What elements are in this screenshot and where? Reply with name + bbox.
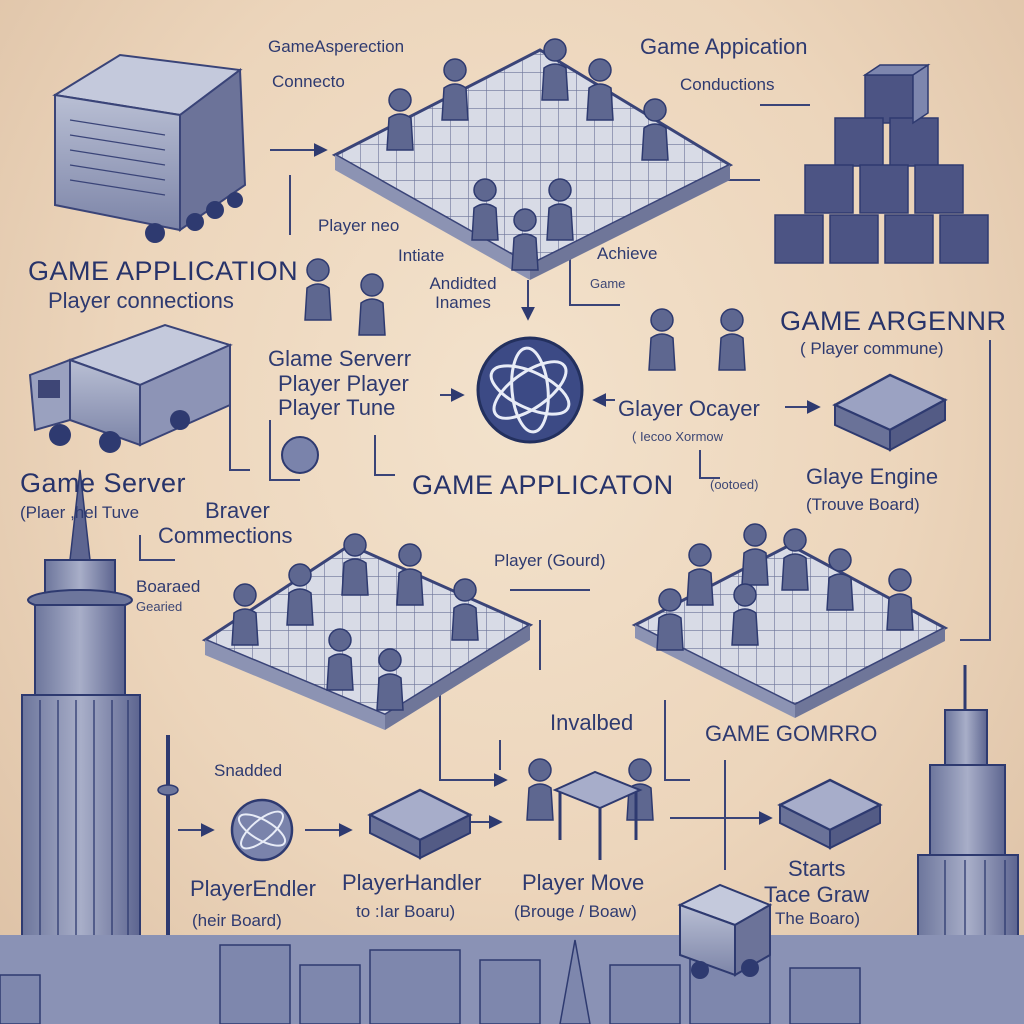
player-figure <box>386 88 414 151</box>
label-game-small: Game <box>590 276 626 291</box>
game-server-globe-icon <box>281 436 319 474</box>
label-glayer-ocayer: Glayer Ocayer <box>618 396 760 421</box>
label-glame-serverr: Glame Serverr <box>268 346 412 371</box>
player-figure <box>231 583 259 646</box>
label-game-seperction: GameAsperection <box>268 37 405 56</box>
label-player-tune: Player Tune <box>278 395 396 420</box>
player-figure <box>326 628 354 691</box>
label-the-board: The Boaro) <box>775 909 861 928</box>
label-player-move: Player Move <box>522 870 645 895</box>
label-player-gourd: Player (Gourd) <box>494 551 606 570</box>
label-player-neo: Player neo <box>318 216 400 235</box>
label-player-command: ( Player commune) <box>800 339 944 358</box>
player-figure <box>358 273 386 336</box>
player-figure <box>718 308 746 371</box>
player-figure <box>641 98 669 161</box>
top-left-cargo-truck <box>52 53 247 243</box>
player-figure <box>886 568 914 631</box>
label-player-connections-left: Player connections <box>48 288 234 313</box>
label-connecto: Connecto <box>272 72 345 91</box>
label-player-handler: PlayerHandler <box>342 870 482 895</box>
label-game-argenir: GAME ARGENNR <box>780 306 1007 336</box>
player-figure <box>741 523 769 586</box>
player-figure <box>541 38 569 101</box>
left-tower <box>21 469 141 976</box>
player-figure <box>826 548 854 611</box>
label-trouve-board: (Trouve Board) <box>806 495 920 514</box>
player-figure <box>304 258 332 321</box>
label-bracket-mid: (ootoed) <box>710 477 759 492</box>
label-their-board: (heir Board) <box>192 911 282 930</box>
label-geared: Gearied <box>136 599 183 614</box>
label-bracket-note: ( Iecoo Xormow <box>632 429 724 444</box>
player-figure <box>441 58 469 121</box>
label-player-endler: PlayerEndler <box>190 876 316 901</box>
label-boarded: Boaraed <box>136 577 201 596</box>
label-annotated-names: Andidted Inames <box>429 274 497 312</box>
label-braver: Braver <box>205 498 270 523</box>
player-figure <box>648 308 676 371</box>
player-figure <box>546 178 574 241</box>
label-game-gomrro: GAME GOMRRO <box>705 721 878 746</box>
game-engine-device-icon <box>832 373 948 452</box>
player-figure <box>511 208 539 271</box>
central-game-logo-icon <box>476 336 584 444</box>
label-glaye-engine: Glaye Engine <box>806 464 939 489</box>
label-player-player: Player Player <box>278 371 409 396</box>
player-figure <box>526 758 554 821</box>
left-spire-tower <box>157 735 179 965</box>
player-figure <box>781 528 809 591</box>
label-player-tuve: (Plaer ,hel Tuve <box>20 503 140 522</box>
connector-lines <box>139 104 991 870</box>
label-game-application-left: GAME APPLICATION <box>28 256 299 286</box>
player-figure <box>286 563 314 626</box>
player-figure <box>656 588 684 651</box>
player-endler-orbit-icon <box>230 798 294 862</box>
label-tar-board: to :Iar Boaru) <box>356 902 456 921</box>
label-achieve: Achieve <box>597 244 658 263</box>
player-figures <box>231 38 914 821</box>
label-tace-graw: Tace Graw <box>764 882 870 907</box>
player-figure <box>586 58 614 121</box>
label-starts: Starts <box>788 856 846 881</box>
label-brouge-boaw: (Brouge / Boaw) <box>514 902 637 921</box>
game-table <box>552 770 643 860</box>
label-game-application-top: Game Appication <box>640 34 808 59</box>
top-game-board <box>331 48 734 280</box>
player-handler-board-icon <box>367 788 473 860</box>
bottom-delivery-truck <box>677 883 773 979</box>
player-figure <box>731 583 759 646</box>
label-game-server: Game Server <box>20 468 187 498</box>
cube-stack <box>774 63 989 264</box>
label-commections: Commections <box>158 523 293 548</box>
label-connections-top: Conductions <box>680 75 775 94</box>
player-figure <box>341 533 369 596</box>
delivery-truck <box>28 323 233 453</box>
label-invalbed: Invalbed <box>550 710 634 735</box>
player-figure <box>471 178 499 241</box>
player-figure <box>376 648 404 711</box>
city-skyline <box>0 935 1024 1024</box>
starts-board-icon <box>777 778 883 850</box>
player-figure <box>396 543 424 606</box>
label-game-applicaton: GAME APPLICATON <box>412 470 674 500</box>
player-figure <box>686 543 714 606</box>
label-snadded: Snadded <box>214 761 283 780</box>
player-figure <box>451 578 479 641</box>
label-initiate: Intiate <box>398 246 445 265</box>
